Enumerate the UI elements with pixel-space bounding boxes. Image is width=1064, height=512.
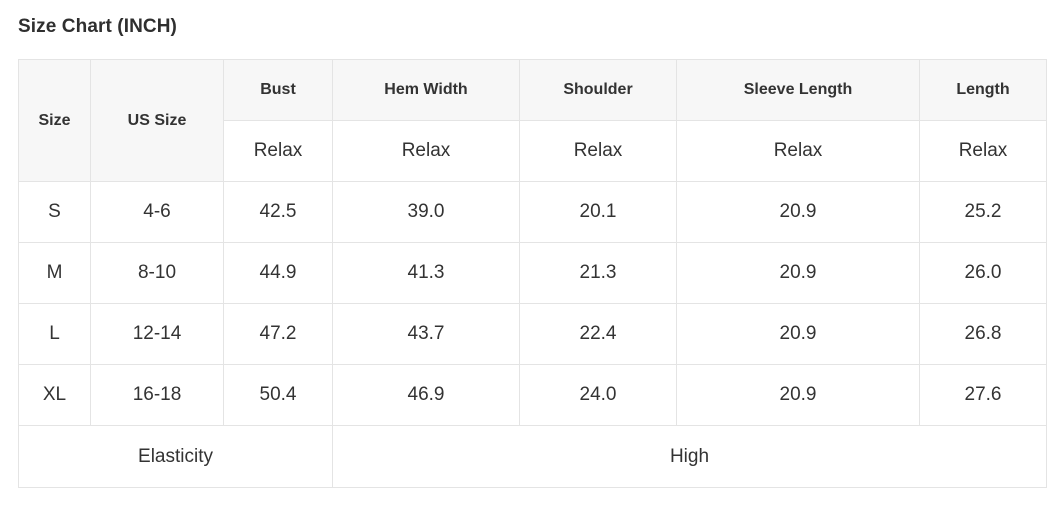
cell-us-size: 8-10 bbox=[90, 242, 224, 304]
cell-shoulder: 24.0 bbox=[519, 364, 677, 426]
table-row: M 8-10 44.9 41.3 21.3 20.9 26.0 bbox=[18, 242, 1047, 304]
table-row: L 12-14 47.2 43.7 22.4 20.9 26.8 bbox=[18, 303, 1047, 365]
header-cell-shoulder: Shoulder bbox=[519, 59, 677, 121]
cell-shoulder: 22.4 bbox=[519, 303, 677, 365]
cell-shoulder: 21.3 bbox=[519, 242, 677, 304]
size-chart-table: Size US Size Bust Hem Width Shoulder Sle… bbox=[18, 59, 1047, 488]
cell-length: 27.6 bbox=[919, 364, 1047, 426]
cell-shoulder: 20.1 bbox=[519, 181, 677, 243]
cell-length: 26.0 bbox=[919, 242, 1047, 304]
cell-hem-width: 39.0 bbox=[332, 181, 520, 243]
header-cell-length: Length bbox=[919, 59, 1047, 121]
cell-us-size: 16-18 bbox=[90, 364, 224, 426]
header-cell-us-size: US Size bbox=[90, 59, 224, 182]
header-cell-sleeve-length: Sleeve Length bbox=[676, 59, 920, 121]
cell-bust: 50.4 bbox=[223, 364, 333, 426]
header-cell-hem-width: Hem Width bbox=[332, 59, 520, 121]
cell-size: M bbox=[18, 242, 91, 304]
cell-us-size: 12-14 bbox=[90, 303, 224, 365]
page-title: Size Chart (INCH) bbox=[18, 16, 177, 37]
table-footer-row-elasticity: Elasticity High bbox=[18, 425, 1047, 488]
fit-cell-length: Relax bbox=[919, 120, 1047, 182]
cell-sleeve-length: 20.9 bbox=[676, 181, 920, 243]
elasticity-label-cell: Elasticity bbox=[18, 425, 333, 488]
table-header-row-measurements: Size US Size Bust Hem Width Shoulder Sle… bbox=[18, 59, 1047, 182]
table-row: S 4-6 42.5 39.0 20.1 20.9 25.2 bbox=[18, 181, 1047, 243]
cell-bust: 44.9 bbox=[223, 242, 333, 304]
cell-sleeve-length: 20.9 bbox=[676, 303, 920, 365]
cell-size: L bbox=[18, 303, 91, 365]
cell-size: XL bbox=[18, 364, 91, 426]
size-chart-table-wrapper: Size US Size Bust Hem Width Shoulder Sle… bbox=[18, 59, 1047, 488]
cell-hem-width: 43.7 bbox=[332, 303, 520, 365]
fit-cell-bust: Relax bbox=[223, 120, 333, 182]
cell-hem-width: 46.9 bbox=[332, 364, 520, 426]
cell-size: S bbox=[18, 181, 91, 243]
cell-bust: 42.5 bbox=[223, 181, 333, 243]
cell-sleeve-length: 20.9 bbox=[676, 242, 920, 304]
elasticity-value-cell: High bbox=[332, 425, 1047, 488]
fit-cell-shoulder: Relax bbox=[519, 120, 677, 182]
table-row: XL 16-18 50.4 46.9 24.0 20.9 27.6 bbox=[18, 364, 1047, 426]
table-header-row-fit: Relax Relax Relax Relax Relax bbox=[19, 120, 1047, 182]
fit-cell-sleeve-length: Relax bbox=[676, 120, 920, 182]
cell-sleeve-length: 20.9 bbox=[676, 364, 920, 426]
cell-bust: 47.2 bbox=[223, 303, 333, 365]
fit-cell-hem-width: Relax bbox=[332, 120, 520, 182]
header-cell-size: Size bbox=[18, 59, 91, 182]
cell-length: 25.2 bbox=[919, 181, 1047, 243]
header-cell-bust: Bust bbox=[223, 59, 333, 121]
cell-us-size: 4-6 bbox=[90, 181, 224, 243]
cell-length: 26.8 bbox=[919, 303, 1047, 365]
cell-hem-width: 41.3 bbox=[332, 242, 520, 304]
